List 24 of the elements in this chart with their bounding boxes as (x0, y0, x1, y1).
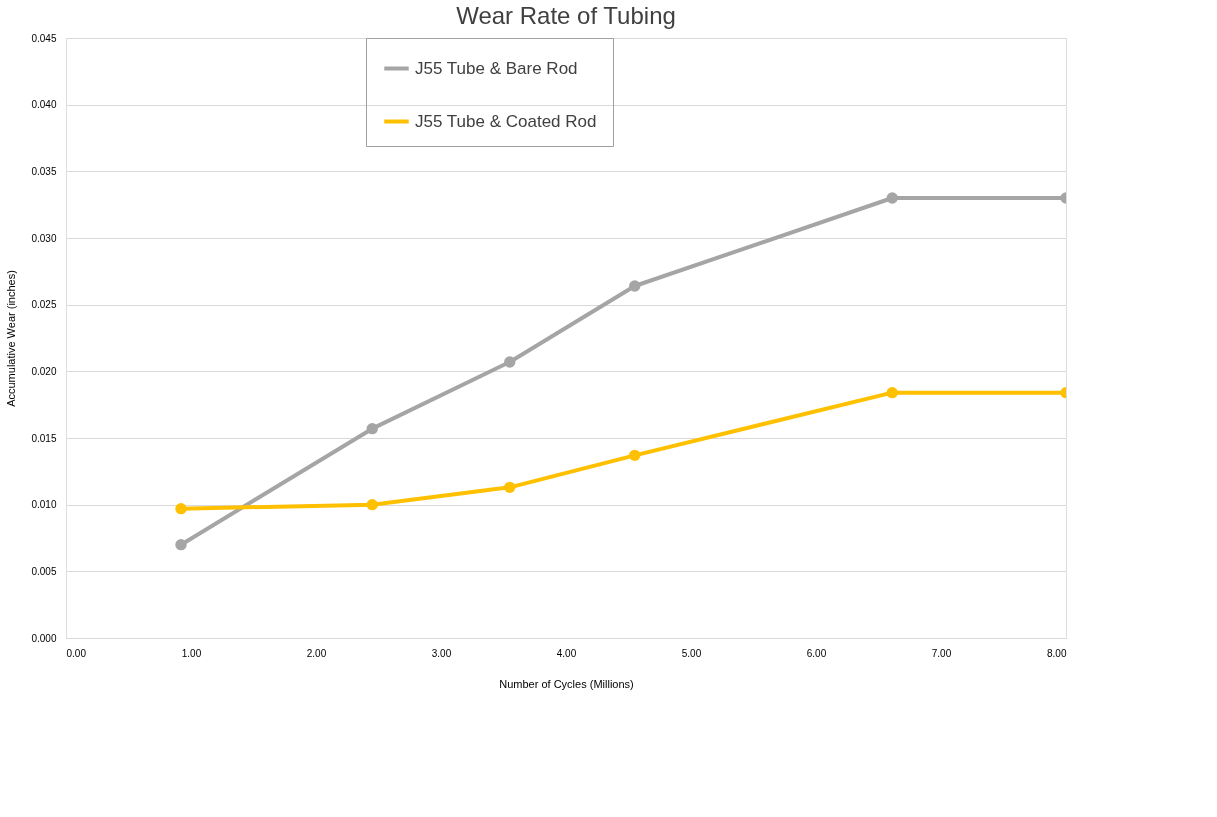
legend-label: J55 Tube & Bare Rod (415, 58, 578, 78)
y-tick-label: 0.020 (31, 365, 57, 377)
y-tick-label: 0.025 (31, 299, 57, 311)
y-tick-label: 0.010 (31, 499, 57, 511)
y-tick-label: 0.000 (31, 632, 57, 644)
y-tick-label: 0.030 (31, 232, 57, 244)
y-tick-label: 0.040 (31, 99, 57, 111)
x-tick-label: 8.00 (1047, 647, 1067, 659)
legend-label: J55 Tube & Coated Rod (415, 111, 597, 131)
x-tick-label: 7.00 (931, 647, 952, 659)
x-tick-label: 3.00 (431, 647, 452, 659)
x-axis-title: Number of Cycles (Millions) (499, 677, 634, 690)
y-axis-title: Accumulative Wear (inches) (5, 270, 18, 407)
y-tick-label: 0.015 (31, 432, 57, 444)
x-tick-label: 5.00 (681, 647, 702, 659)
chart-title: Wear Rate of Tubing (456, 2, 676, 29)
y-tick-label: 0.045 (31, 32, 57, 44)
x-tick-label: 1.00 (181, 647, 202, 659)
x-tick-label: 0.00 (66, 647, 87, 659)
x-tick-label: 6.00 (806, 647, 827, 659)
x-tick-label: 4.00 (556, 647, 577, 659)
x-tick-label: 2.00 (306, 647, 327, 659)
y-tick-label: 0.035 (31, 165, 57, 177)
y-tick-label: 0.005 (31, 565, 57, 577)
